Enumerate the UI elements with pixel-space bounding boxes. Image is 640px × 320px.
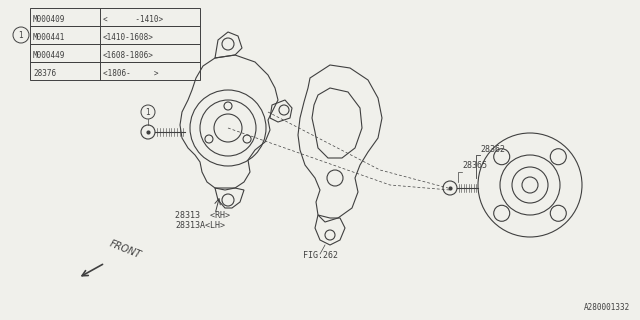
- Circle shape: [443, 181, 457, 195]
- Bar: [30, 26, 200, 44]
- Bar: [30, 8, 200, 26]
- Text: M000441: M000441: [33, 33, 65, 42]
- Bar: [30, 62, 200, 80]
- Text: <1806-     >: <1806- >: [103, 69, 159, 78]
- Text: <1608-1806>: <1608-1806>: [103, 51, 154, 60]
- Text: 1: 1: [146, 108, 150, 116]
- Text: 28362: 28362: [480, 145, 505, 154]
- Text: 28365: 28365: [462, 161, 487, 170]
- Text: <      -1410>: < -1410>: [103, 15, 163, 24]
- Text: 28313  <RH>: 28313 <RH>: [175, 211, 230, 220]
- Text: A280001332: A280001332: [584, 303, 630, 312]
- Text: M000409: M000409: [33, 15, 65, 24]
- Text: FRONT: FRONT: [108, 238, 143, 260]
- Text: 1: 1: [19, 30, 24, 39]
- Text: FIG.262: FIG.262: [303, 251, 337, 260]
- Text: M000449: M000449: [33, 51, 65, 60]
- Text: 28313A<LH>: 28313A<LH>: [175, 221, 225, 230]
- Circle shape: [141, 125, 155, 139]
- Text: <1410-1608>: <1410-1608>: [103, 33, 154, 42]
- Text: 28376: 28376: [33, 69, 56, 78]
- Bar: [30, 44, 200, 62]
